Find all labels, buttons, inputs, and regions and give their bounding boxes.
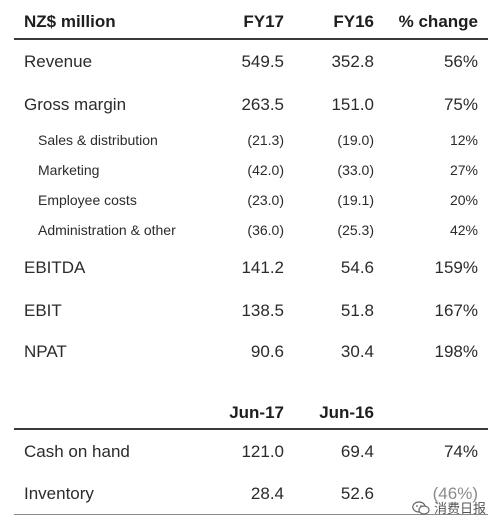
row-value-change: 27%	[449, 162, 478, 178]
row-value-fy16: (25.3)	[337, 222, 374, 238]
row-value-change: 167%	[434, 301, 478, 320]
table-bottom-divider	[14, 514, 488, 515]
row-value-change: 20%	[449, 192, 478, 208]
watermark-text: 消费日报	[433, 501, 486, 516]
row-value-fy16: 51.8	[340, 301, 374, 320]
row-label: Administration & other	[38, 222, 176, 238]
row-label: Gross margin	[24, 95, 127, 114]
row-value-jun16: 52.6	[340, 484, 374, 503]
header-unit-label: NZ$ million	[24, 12, 116, 31]
row-value-jun17: 28.4	[250, 484, 284, 503]
row-value-fy17: (23.0)	[247, 192, 284, 208]
row-label: Marketing	[38, 162, 100, 178]
row-value-change: 56%	[443, 52, 478, 71]
row-value-change: 74%	[443, 442, 478, 461]
watermark: 消费日报	[412, 498, 486, 517]
header-fy16: FY16	[333, 12, 374, 31]
row-value-jun16: 69.4	[340, 442, 374, 461]
row-value-change: (46%)	[432, 484, 478, 503]
row-value-fy17: 141.2	[241, 258, 284, 277]
row-value-fy17: 263.5	[241, 95, 284, 114]
row-value-fy17: (42.0)	[247, 162, 284, 178]
wechat-icon	[412, 500, 430, 515]
row-value-change: 198%	[434, 342, 478, 361]
row-label: Sales & distribution	[38, 132, 158, 148]
row-label: Revenue	[24, 52, 93, 71]
row-value-fy16: (19.1)	[337, 192, 374, 208]
header-percent-change: % change	[398, 12, 478, 31]
row-value-change: 42%	[449, 222, 478, 238]
row-value-fy16: 54.6	[340, 258, 374, 277]
row-value-fy16: 151.0	[331, 95, 374, 114]
balance-header-divider	[14, 428, 488, 430]
row-value-fy17: 138.5	[241, 301, 284, 320]
row-value-fy17: (21.3)	[247, 132, 284, 148]
row-value-fy17: (36.0)	[247, 222, 284, 238]
row-label: EBIT	[24, 301, 62, 320]
row-value-fy16: (33.0)	[337, 162, 374, 178]
header-jun16: Jun-16	[319, 403, 374, 422]
row-label: NPAT	[24, 342, 67, 361]
row-label: Inventory	[24, 484, 94, 503]
row-label: Cash on hand	[24, 442, 130, 461]
row-value-fy16: (19.0)	[337, 132, 374, 148]
row-label: EBITDA	[24, 258, 86, 277]
header-fy17: FY17	[243, 12, 284, 31]
row-value-change: 75%	[443, 95, 478, 114]
row-value-change: 159%	[434, 258, 478, 277]
balance-header-row: Jun-17 Jun-16	[0, 403, 496, 425]
header-divider	[14, 38, 488, 40]
row-value-jun17: 121.0	[241, 442, 284, 461]
row-label: Employee costs	[38, 192, 137, 208]
row-value-fy16: 30.4	[340, 342, 374, 361]
row-value-fy16: 352.8	[331, 52, 374, 71]
row-value-fy17: 90.6	[250, 342, 284, 361]
header-jun17: Jun-17	[229, 403, 284, 422]
row-value-fy17: 549.5	[241, 52, 284, 71]
table-header-row: NZ$ million FY17 FY16 % change	[0, 12, 496, 36]
row-value-change: 12%	[449, 132, 478, 148]
